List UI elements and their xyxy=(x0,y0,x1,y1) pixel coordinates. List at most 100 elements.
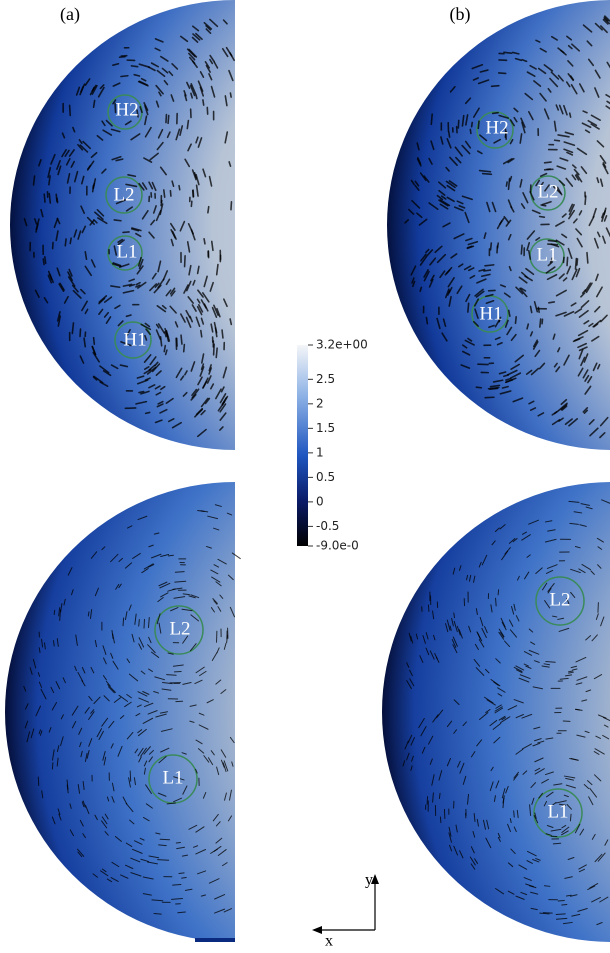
vector xyxy=(538,307,539,312)
vector xyxy=(549,302,554,303)
vector xyxy=(160,839,169,840)
panel-label: (b) xyxy=(450,4,471,25)
vector xyxy=(70,105,71,115)
vector xyxy=(167,675,177,676)
panel-edge xyxy=(195,938,235,942)
vector xyxy=(203,100,204,105)
vector xyxy=(65,239,66,246)
vector xyxy=(88,612,89,616)
vortex-label: H2 xyxy=(115,99,138,120)
vector xyxy=(222,330,223,338)
vortex-label: H1 xyxy=(479,303,502,324)
vortex-label: H2 xyxy=(485,117,508,138)
vector xyxy=(196,94,197,98)
vector xyxy=(94,338,95,344)
vector xyxy=(493,113,498,114)
vector xyxy=(182,878,187,879)
vector xyxy=(472,122,473,126)
vector xyxy=(216,348,217,357)
vector xyxy=(53,641,54,646)
vector xyxy=(521,245,522,254)
vector xyxy=(567,257,568,265)
vector xyxy=(476,387,481,388)
vortex-label: L2 xyxy=(169,618,190,639)
vector xyxy=(587,253,588,263)
vector xyxy=(123,618,124,626)
vortex-label: L1 xyxy=(162,767,183,788)
vector xyxy=(548,241,556,242)
vector xyxy=(139,392,144,393)
vector xyxy=(504,52,512,53)
vector xyxy=(72,323,73,334)
vector xyxy=(531,306,532,312)
vector xyxy=(164,190,165,197)
vortex-label: L2 xyxy=(537,181,558,202)
colorbar-tick-label: -9.0e-0 xyxy=(316,539,359,553)
vector xyxy=(484,270,490,271)
vector xyxy=(187,121,188,129)
vector xyxy=(553,843,560,844)
vector xyxy=(130,771,131,781)
vector xyxy=(492,86,499,87)
vortex-label: L2 xyxy=(113,184,134,205)
vector xyxy=(114,220,121,221)
vector xyxy=(470,129,471,133)
vector xyxy=(478,121,479,128)
vector xyxy=(543,913,552,914)
vector xyxy=(175,572,184,573)
vector xyxy=(426,318,427,324)
vector xyxy=(208,207,209,213)
axis-label: y xyxy=(365,872,373,889)
colorbar-tick-label: 0.5 xyxy=(316,470,335,484)
vortex-label: L1 xyxy=(547,801,568,822)
vector xyxy=(214,344,215,355)
vector xyxy=(545,162,551,163)
vector xyxy=(485,265,494,266)
colorbar-tick-label: 2.5 xyxy=(316,372,335,386)
vector xyxy=(70,238,71,243)
vector xyxy=(34,176,35,185)
vector xyxy=(139,620,140,627)
vector xyxy=(544,886,549,887)
vector xyxy=(570,814,571,821)
axis-label: x xyxy=(325,933,333,950)
vector xyxy=(427,797,428,805)
vector xyxy=(491,243,492,250)
colorbar-tick-label: 1 xyxy=(316,445,324,459)
colorbar-tick-label: 0 xyxy=(316,494,324,508)
vector xyxy=(496,598,497,606)
vector xyxy=(515,317,516,324)
vector xyxy=(204,239,205,244)
colorbar-ticks: 3.2e+002.521.510.50-0.5-9.0e-0 xyxy=(308,338,368,553)
vector xyxy=(173,885,181,886)
vector xyxy=(49,194,50,203)
vector xyxy=(179,186,180,190)
vortex-label: H1 xyxy=(123,329,146,350)
vector xyxy=(168,116,169,124)
vector xyxy=(184,345,185,352)
vortex-label: L1 xyxy=(116,241,137,262)
colorbar xyxy=(297,345,308,546)
vector xyxy=(468,303,469,312)
vector xyxy=(94,100,95,107)
vector xyxy=(570,113,571,117)
vector xyxy=(93,186,94,192)
vector xyxy=(201,331,202,337)
vector xyxy=(181,335,182,344)
vector xyxy=(540,319,541,327)
vector xyxy=(540,217,545,218)
vector xyxy=(428,605,429,612)
vector xyxy=(52,763,53,769)
vector xyxy=(483,174,492,175)
vector xyxy=(179,873,184,874)
vector xyxy=(43,259,44,265)
vector xyxy=(57,198,58,202)
colorbar-tick-label: -0.5 xyxy=(316,519,339,533)
vector xyxy=(490,388,498,389)
vector xyxy=(514,811,515,817)
vector xyxy=(45,257,46,264)
vector xyxy=(556,914,565,915)
vortex-label: L1 xyxy=(536,244,557,265)
vector xyxy=(509,179,510,190)
vector xyxy=(54,610,55,614)
